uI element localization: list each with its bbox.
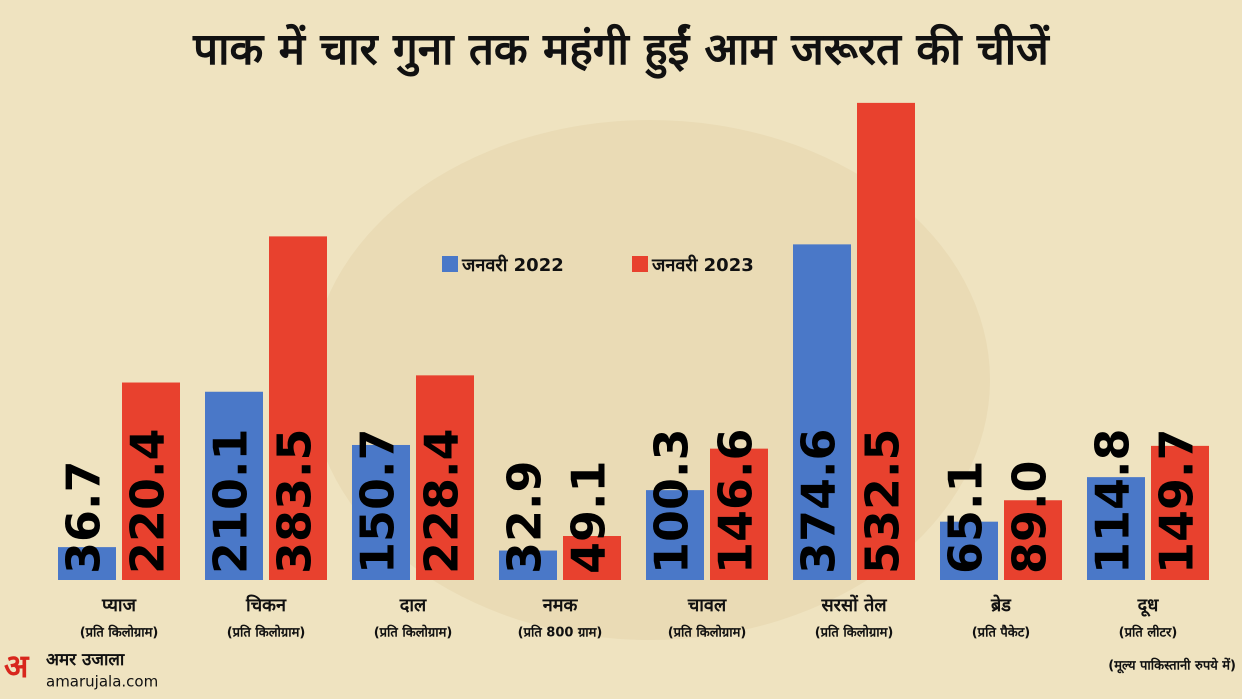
bar [499, 550, 557, 580]
value-label: 100.3 [645, 428, 699, 574]
value-label: 36.7 [57, 461, 111, 575]
x-tick-unit: (प्रति किलोग्राम) [80, 625, 159, 641]
note: (मूल्य पाकिस्तानी रुपये में) [1108, 658, 1236, 674]
value-label: 49.1 [562, 461, 616, 575]
bar [416, 375, 474, 580]
legend-label: जनवरी 2022 [461, 254, 564, 276]
value-label: 532.5 [856, 428, 910, 574]
legend-swatch [632, 256, 648, 272]
x-tick-unit: (प्रति 800 ग्राम) [518, 625, 603, 641]
value-label: 114.8 [1086, 428, 1140, 574]
brand-name: अमर उजाला [46, 650, 125, 670]
x-tick-label: चिकन [245, 594, 287, 616]
bar [940, 521, 998, 580]
x-tick-unit: (प्रति किलोग्राम) [815, 625, 894, 641]
value-label: 146.6 [709, 428, 763, 574]
bar [1151, 445, 1209, 580]
x-tick-label: नमक [542, 595, 579, 616]
bar [710, 448, 768, 580]
x-tick-label: प्याज [101, 595, 137, 616]
value-label: 32.9 [498, 461, 552, 575]
brand-url: amarujala.com [46, 673, 158, 691]
x-tick-unit: (प्रति पैकेट) [972, 625, 1031, 641]
x-tick-label: दाल [399, 595, 427, 616]
value-label: 150.7 [351, 428, 405, 574]
bar [58, 547, 116, 580]
x-tick-unit: (प्रति किलोग्राम) [227, 625, 306, 641]
value-label: 210.1 [204, 428, 258, 574]
bar [205, 391, 263, 580]
value-label: 220.4 [121, 428, 175, 574]
x-tick-unit: (प्रति किलोग्राम) [374, 625, 453, 641]
bar [122, 382, 180, 580]
bar [793, 244, 851, 580]
chart-title: पाक में चार गुना तक महंगी हुईं आम जरूरत … [192, 23, 1050, 79]
bar [1004, 500, 1062, 580]
value-label: 374.6 [792, 428, 846, 574]
value-label: 149.7 [1150, 428, 1204, 574]
value-label: 383.5 [268, 428, 322, 574]
brand-logo: अ [4, 647, 30, 685]
x-tick-label: चावल [687, 595, 727, 616]
legend-swatch [442, 256, 458, 272]
bar [646, 490, 704, 580]
x-tick-unit: (प्रति किलोग्राम) [668, 625, 747, 641]
x-tick-unit: (प्रति लीटर) [1119, 625, 1178, 641]
bar [269, 236, 327, 580]
value-label: 89.0 [1003, 461, 1057, 575]
bar [857, 102, 915, 580]
bar [1087, 477, 1145, 580]
x-tick-label: सरसों तेल [820, 594, 887, 616]
bar [352, 444, 410, 580]
legend-label: जनवरी 2023 [651, 254, 754, 276]
value-label: 228.4 [415, 428, 469, 574]
x-tick-label: ब्रेड [990, 594, 1012, 616]
bar [563, 536, 621, 580]
value-label: 65.1 [939, 461, 993, 575]
x-tick-label: दूध [1137, 595, 1160, 617]
